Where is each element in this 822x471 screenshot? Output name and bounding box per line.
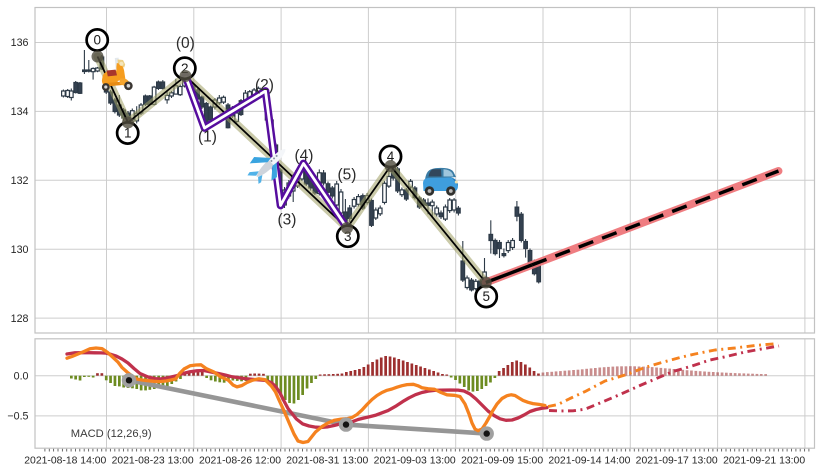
svg-text:2021-09-09 15:00: 2021-09-09 15:00 — [461, 456, 543, 467]
svg-text:−0.5: −0.5 — [7, 411, 28, 423]
svg-text:(0): (0) — [176, 35, 195, 52]
svg-text:2021-09-21 13:00: 2021-09-21 13:00 — [723, 456, 805, 467]
svg-text:2021-09-03 13:00: 2021-09-03 13:00 — [374, 456, 456, 467]
svg-text:136: 136 — [11, 37, 29, 49]
svg-text:2021-08-31 13:00: 2021-08-31 13:00 — [286, 456, 368, 467]
svg-text:130: 130 — [11, 244, 29, 256]
svg-text:(4): (4) — [295, 148, 314, 165]
svg-text:2021-09-17 13:00: 2021-09-17 13:00 — [636, 456, 718, 467]
svg-text:3: 3 — [344, 229, 352, 244]
svg-text:128: 128 — [11, 313, 29, 325]
svg-text:134: 134 — [11, 106, 29, 118]
svg-text:2021-08-18 14:00: 2021-08-18 14:00 — [24, 456, 106, 467]
svg-text:2: 2 — [181, 61, 189, 76]
svg-text:MACD (12,26,9): MACD (12,26,9) — [71, 428, 152, 440]
svg-text:132: 132 — [11, 175, 29, 187]
svg-text:1: 1 — [124, 126, 132, 141]
svg-text:4: 4 — [387, 149, 395, 164]
svg-text:(5): (5) — [338, 166, 357, 183]
svg-text:2021-09-14 14:00: 2021-09-14 14:00 — [548, 456, 630, 467]
svg-text:2021-08-26 12:00: 2021-08-26 12:00 — [199, 456, 281, 467]
svg-text:0: 0 — [93, 33, 101, 48]
svg-text:(1): (1) — [198, 129, 217, 146]
svg-text:5: 5 — [482, 289, 490, 304]
svg-text:2021-08-23 13:00: 2021-08-23 13:00 — [112, 456, 194, 467]
svg-text:(2): (2) — [255, 77, 274, 94]
svg-text:(3): (3) — [278, 212, 297, 229]
svg-text:0.0: 0.0 — [14, 370, 29, 382]
